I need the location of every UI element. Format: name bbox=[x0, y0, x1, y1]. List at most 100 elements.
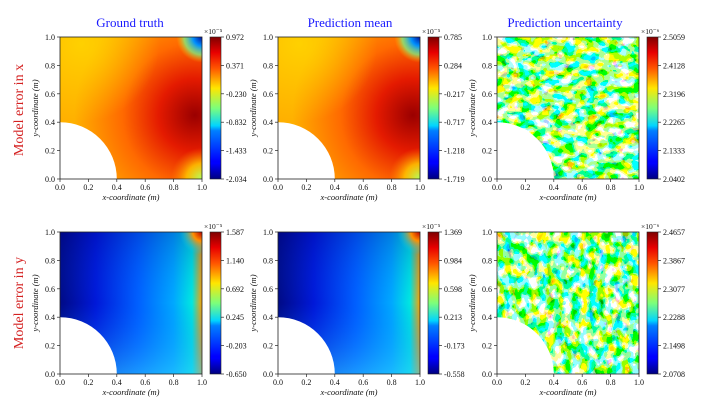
y-tick-label: 0.8 bbox=[45, 61, 55, 70]
y-tick-label: 0.2 bbox=[45, 342, 55, 351]
colorbar-tick-label: 0.213 bbox=[444, 313, 462, 322]
column-title-prediction-mean: Prediction mean bbox=[308, 15, 393, 30]
colorbar-gradient bbox=[209, 231, 222, 375]
y-tick-label: 0.0 bbox=[263, 370, 273, 379]
heatmap-panel-1-0: 0.00.0 0.2 0.2 0.4 0.4 0.6 0.6 0.8 0.8 1.0 1.0 x-co… bbox=[30, 222, 247, 397]
x-tick-label: 0.4 bbox=[549, 378, 559, 387]
x-tick-label: 1.0 bbox=[634, 378, 644, 387]
y-tick-label: 0.0 bbox=[482, 175, 492, 184]
plot-frame bbox=[496, 36, 640, 180]
x-tick-label: 0.8 bbox=[606, 183, 616, 192]
colorbar-tick-label: -1.719 bbox=[444, 175, 465, 184]
y-tick-label: 1.0 bbox=[45, 33, 55, 42]
x-tick-label: 0.2 bbox=[520, 378, 530, 387]
x-tick-label: 0.4 bbox=[330, 378, 340, 387]
plot-frame bbox=[277, 36, 421, 180]
x-tick-label: 0.0 bbox=[273, 378, 283, 387]
colorbar-tick-label: 2.2288 bbox=[663, 313, 685, 322]
hole-quarter-circle bbox=[497, 122, 554, 179]
hole-quarter-circle bbox=[278, 317, 335, 374]
y-tick-label: 0.2 bbox=[482, 342, 492, 351]
colorbar-scale-label: ×10⁻⁵ bbox=[204, 222, 223, 231]
colorbar-tick-label: -0.173 bbox=[444, 342, 465, 351]
colorbar-tick-label: 2.5059 bbox=[663, 33, 685, 42]
x-tick-label: 1.0 bbox=[634, 183, 644, 192]
y-tick-label: 1.0 bbox=[263, 33, 273, 42]
heatmap-panel-0-0: 0.00.0 0.2 0.2 0.4 0.4 0.6 0.6 0.8 0.8 1.0 1.0 x-co… bbox=[30, 27, 247, 202]
x-tick-label: 0.8 bbox=[169, 183, 179, 192]
colorbar-tick-label: 0.245 bbox=[226, 313, 244, 322]
y-tick-label: 1.0 bbox=[45, 228, 55, 237]
colorbar-tick-label: 0.785 bbox=[444, 33, 462, 42]
x-tick-label: 0.0 bbox=[273, 183, 283, 192]
colorbar-scale-label: ×10⁻⁶ bbox=[641, 222, 660, 231]
colorbar-tick-label: 0.972 bbox=[226, 33, 244, 42]
colorbar-tick-label: 2.0402 bbox=[663, 175, 685, 184]
plot-frame bbox=[496, 231, 640, 375]
y-tick-label: 0.0 bbox=[45, 175, 55, 184]
colorbar-tick-label: 2.1333 bbox=[663, 147, 685, 156]
y-tick-label: 0.2 bbox=[263, 342, 273, 351]
colorbar-tick-label: 1.369 bbox=[444, 228, 462, 237]
y-tick-label: 0.6 bbox=[263, 90, 273, 99]
x-tick-label: 0.6 bbox=[577, 378, 587, 387]
y-tick-label: 0.4 bbox=[482, 118, 492, 127]
colorbar-tick-label: 2.4128 bbox=[663, 61, 685, 70]
x-tick-label: 0.4 bbox=[112, 183, 122, 192]
hole-quarter-circle bbox=[497, 317, 554, 374]
hole-quarter-circle bbox=[60, 317, 117, 374]
heatmap-panel-0-1: 0.00.0 0.2 0.2 0.4 0.4 0.6 0.6 0.8 0.8 1.0 1.0 x-co… bbox=[248, 27, 465, 202]
x-tick-label: 0.0 bbox=[492, 378, 502, 387]
row-title-error-x: Model error in x bbox=[12, 64, 27, 156]
colorbar-tick-label: 1.587 bbox=[226, 228, 244, 237]
y-axis-label: y-coordinate (m) bbox=[30, 79, 40, 137]
column-title-ground-truth: Ground truth bbox=[96, 15, 164, 30]
x-tick-label: 0.6 bbox=[577, 183, 587, 192]
y-tick-label: 0.8 bbox=[45, 256, 55, 265]
colorbar: 1.587 1.140 0.692 0.245 -0.203 -0.650 ×10⁻⁵ bbox=[204, 222, 247, 379]
colorbar-tick-label: 0.284 bbox=[444, 61, 462, 70]
y-tick-label: 0.6 bbox=[482, 285, 492, 294]
y-tick-label: 0.8 bbox=[482, 61, 492, 70]
colorbar-gradient bbox=[646, 231, 659, 375]
y-tick-label: 0.0 bbox=[45, 370, 55, 379]
column-title-prediction-uncertainty: Prediction uncertainty bbox=[507, 15, 623, 30]
hole-quarter-circle bbox=[60, 122, 117, 179]
x-tick-label: 0.8 bbox=[387, 378, 397, 387]
colorbar-gradient bbox=[427, 36, 440, 180]
y-tick-label: 0.4 bbox=[263, 118, 273, 127]
y-tick-label: 0.0 bbox=[263, 175, 273, 184]
y-axis-label: y-coordinate (m) bbox=[30, 274, 40, 332]
x-axis-label: x-coordinate (m) bbox=[538, 192, 596, 202]
colorbar-scale-label: ×10⁻⁵ bbox=[204, 27, 223, 36]
colorbar-tick-label: -1.433 bbox=[226, 147, 247, 156]
plot-frame bbox=[59, 231, 203, 375]
heatmap-panel-0-2: 0.00.0 0.2 0.2 0.4 0.4 0.6 0.6 0.8 0.8 1.0 1.0 x-co… bbox=[467, 27, 685, 202]
y-tick-label: 0.2 bbox=[482, 147, 492, 156]
colorbar-tick-label: -0.230 bbox=[226, 90, 247, 99]
y-tick-label: 0.6 bbox=[482, 90, 492, 99]
colorbar-tick-label: -0.558 bbox=[444, 370, 465, 379]
colorbar-tick-label: 0.598 bbox=[444, 285, 462, 294]
y-tick-label: 0.4 bbox=[482, 313, 492, 322]
colorbar-gradient bbox=[646, 36, 659, 180]
y-tick-label: 0.4 bbox=[263, 313, 273, 322]
colorbar-tick-label: 2.1498 bbox=[663, 342, 685, 351]
x-tick-label: 0.0 bbox=[492, 183, 502, 192]
y-tick-label: 0.6 bbox=[45, 285, 55, 294]
x-tick-label: 0.8 bbox=[606, 378, 616, 387]
colorbar: 0.785 0.284 -0.217 -0.717 -1.218 -1.719 ×10⁻⁵ bbox=[422, 27, 465, 184]
x-tick-label: 0.2 bbox=[83, 378, 93, 387]
y-tick-label: 0.2 bbox=[45, 147, 55, 156]
colorbar-tick-label: -0.717 bbox=[444, 118, 465, 127]
y-tick-label: 0.2 bbox=[263, 147, 273, 156]
colorbar-tick-label: 1.140 bbox=[226, 256, 244, 265]
colorbar-tick-label: -2.034 bbox=[226, 175, 247, 184]
colorbar: 0.972 0.371 -0.230 -0.832 -1.433 -2.034 ×10⁻⁵ bbox=[204, 27, 247, 184]
heatmap-field bbox=[60, 232, 202, 374]
x-tick-label: 1.0 bbox=[197, 378, 207, 387]
y-axis-label: y-coordinate (m) bbox=[467, 79, 477, 137]
y-tick-label: 0.8 bbox=[263, 61, 273, 70]
x-tick-label: 0.6 bbox=[140, 183, 150, 192]
colorbar-tick-label: 2.3077 bbox=[663, 285, 685, 294]
